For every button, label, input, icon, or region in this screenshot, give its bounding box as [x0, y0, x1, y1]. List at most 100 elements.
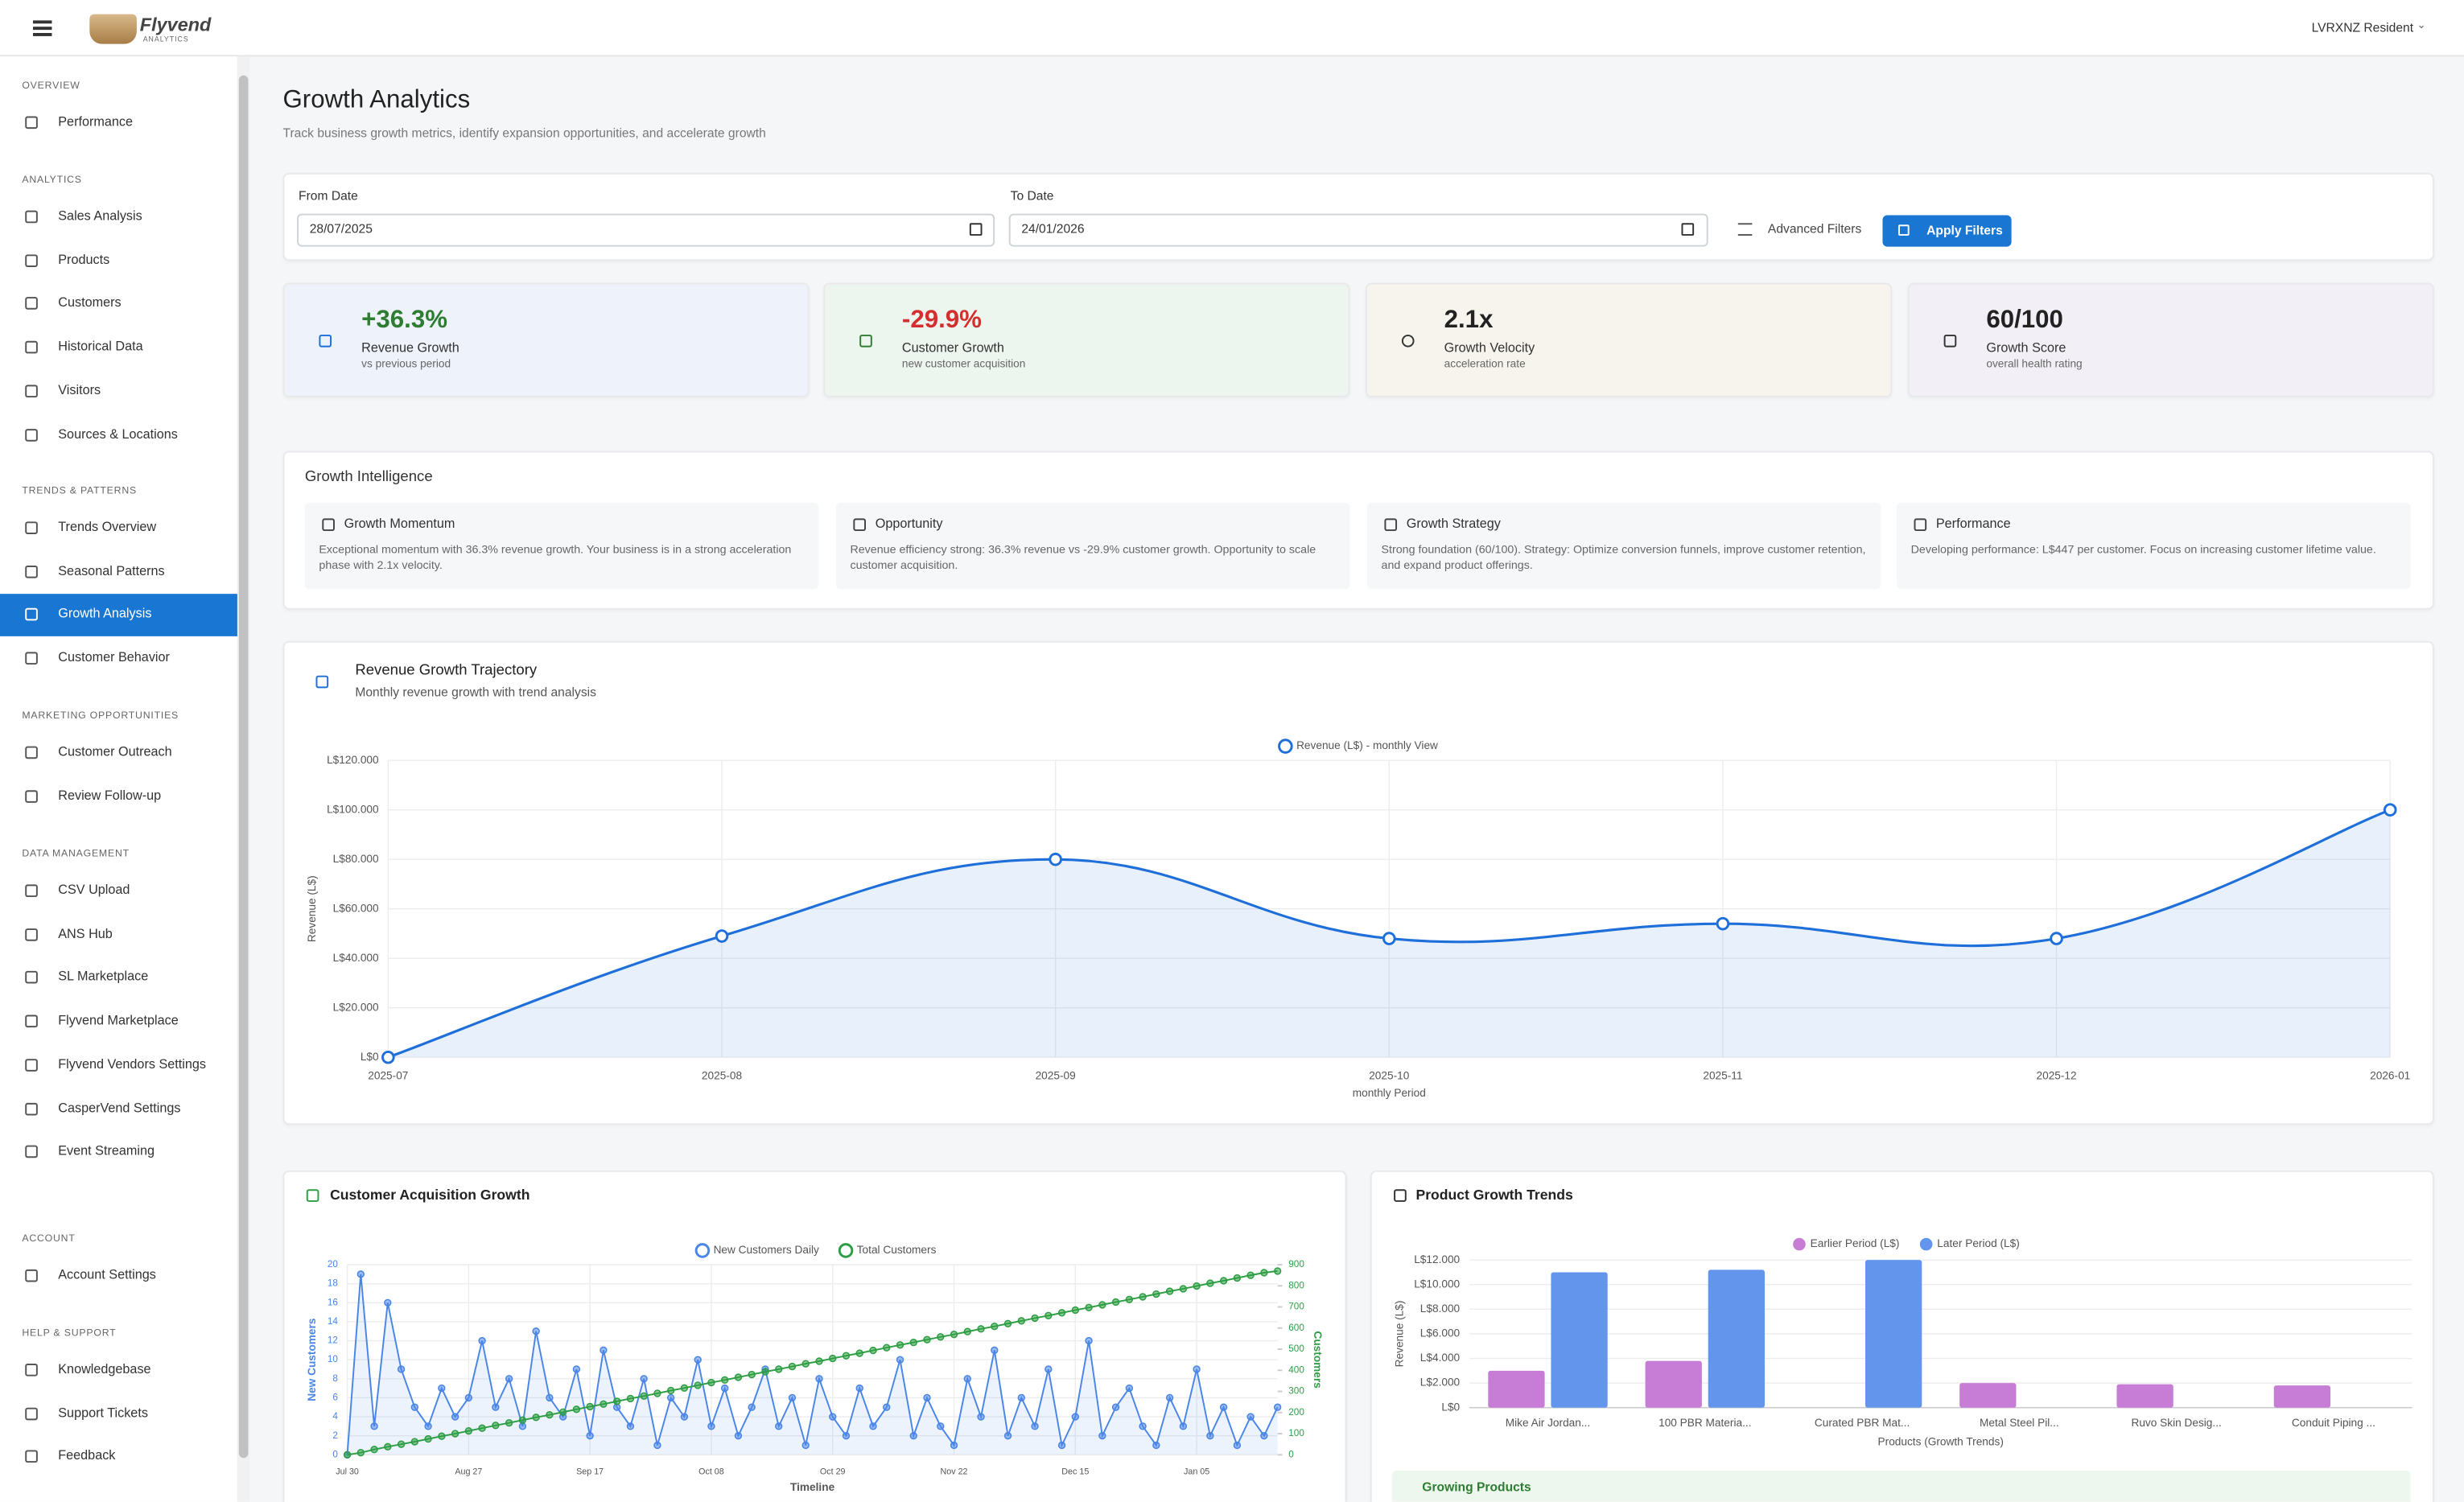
- icon: [25, 1015, 38, 1028]
- kpi-value: -29.9%: [902, 306, 982, 335]
- sidebar-item[interactable]: Sales Analysis: [58, 209, 142, 224]
- icon: [25, 428, 38, 441]
- kpi-sub: vs previous period: [361, 360, 451, 372]
- insight-title: Performance: [1936, 517, 2011, 533]
- sidebar-item[interactable]: ANS Hub: [58, 927, 113, 942]
- icon: [25, 521, 38, 534]
- sidebar-item[interactable]: Support Tickets: [58, 1405, 148, 1421]
- kpi-label: Revenue Growth: [361, 341, 459, 356]
- advanced-filters[interactable]: Advanced Filters: [1768, 222, 1861, 237]
- brand-sub: ANALYTICS: [143, 35, 189, 44]
- calendar-icon: [1682, 223, 1695, 236]
- icon: [316, 676, 329, 689]
- insight-text: Exceptional momentum with 36.3% revenue …: [319, 542, 809, 574]
- sidebar-section-title: OVERVIEW: [22, 80, 80, 93]
- top-bar: [0, 0, 2464, 56]
- sidebar-item[interactable]: SL Marketplace: [58, 970, 148, 986]
- icon: [25, 1102, 38, 1115]
- sidebar-item[interactable]: Seasonal Patterns: [58, 563, 164, 578]
- sidebar-item[interactable]: Visitors: [58, 383, 101, 398]
- growing-products-box: [1392, 1471, 2410, 1502]
- sidebar-item[interactable]: Customer Outreach: [58, 745, 171, 760]
- page-title: Growth Analytics: [283, 85, 471, 115]
- icon: [1402, 335, 1415, 348]
- kpi-sub: overall health rating: [1986, 360, 2082, 372]
- sidebar-item[interactable]: Flyvend Marketplace: [58, 1014, 179, 1029]
- sidebar-item[interactable]: Review Follow-up: [58, 788, 161, 804]
- icon: [25, 1364, 38, 1376]
- sidebar-section-title: MARKETING OPPORTUNITIES: [22, 710, 179, 722]
- icon: [1384, 518, 1397, 531]
- icon: [25, 1451, 38, 1463]
- sidebar-item[interactable]: Products: [58, 253, 109, 268]
- sidebar-item[interactable]: Growth Analysis: [58, 607, 151, 623]
- user-menu[interactable]: LVRXNZ Resident: [2312, 21, 2413, 36]
- icon: [25, 211, 38, 224]
- icon: [319, 335, 332, 348]
- product-card: [1370, 1171, 2434, 1502]
- from-label: From Date: [299, 189, 358, 204]
- insight-text: Strong foundation (60/100). Strategy: Op…: [1382, 542, 1872, 574]
- sidebar-item[interactable]: Feedback: [58, 1449, 115, 1464]
- from-input[interactable]: [297, 214, 995, 247]
- icon: [25, 341, 38, 354]
- icon: [859, 335, 872, 348]
- insight-title: Growth Strategy: [1407, 517, 1501, 533]
- sidebar-item[interactable]: Event Streaming: [58, 1144, 155, 1159]
- brand: Flyvend: [140, 14, 212, 36]
- sidebar-item[interactable]: Historical Data: [58, 339, 142, 355]
- sidebar-item[interactable]: Performance: [58, 115, 133, 130]
- scroll-thumb[interactable]: [239, 76, 249, 1458]
- icon: [25, 298, 38, 311]
- revenue-card: [283, 641, 2434, 1125]
- sidebar-section-title: TRENDS & PATTERNS: [22, 486, 137, 498]
- icon: [25, 254, 38, 267]
- kpi-sub: acceleration rate: [1444, 360, 1526, 372]
- sidebar-section-title: ANALYTICS: [22, 175, 81, 187]
- insight-text: Revenue efficiency strong: 36.3% revenue…: [850, 542, 1340, 574]
- filter-icon: [1738, 223, 1753, 236]
- page-subtitle: Track business growth metrics, identify …: [283, 126, 766, 142]
- sidebar-item[interactable]: Trends Overview: [58, 520, 156, 535]
- calendar-icon: [970, 223, 983, 236]
- chart-title: Revenue Growth Trajectory: [355, 662, 537, 680]
- growing-products-title: Growing Products: [1422, 1480, 1531, 1496]
- sidebar-section-title: DATA MANAGEMENT: [22, 849, 130, 861]
- kpi-sub: new customer acquisition: [902, 360, 1025, 372]
- sidebar: [0, 56, 237, 1502]
- sidebar-item[interactable]: CSV Upload: [58, 883, 130, 899]
- sidebar-item[interactable]: Customer Behavior: [58, 651, 170, 666]
- menu-button[interactable]: [33, 20, 52, 36]
- kpi-label: Customer Growth: [902, 341, 1004, 356]
- apply-label: Apply Filters: [1926, 224, 2003, 239]
- icon: [1944, 335, 1957, 348]
- icon: [25, 747, 38, 759]
- icon: [25, 565, 38, 578]
- sidebar-item[interactable]: Account Settings: [58, 1268, 156, 1283]
- chart-title: Product Growth Trends: [1415, 1187, 1572, 1204]
- insight-title: Opportunity: [876, 517, 943, 533]
- apply-icon: [1898, 224, 1910, 236]
- icon: [1914, 518, 1927, 531]
- icon: [25, 790, 38, 803]
- icon: [25, 928, 38, 940]
- kpi-value: 60/100: [1986, 306, 2063, 335]
- sidebar-item[interactable]: CasperVend Settings: [58, 1101, 180, 1116]
- icon: [25, 884, 38, 897]
- sidebar-item[interactable]: Knowledgebase: [58, 1362, 150, 1377]
- to-input[interactable]: [1009, 214, 1708, 247]
- icon: [25, 1146, 38, 1158]
- to-label: To Date: [1011, 189, 1054, 204]
- sidebar-item[interactable]: Flyvend Vendors Settings: [58, 1057, 206, 1072]
- icon: [25, 385, 38, 397]
- sidebar-section-title: ACCOUNT: [22, 1233, 75, 1245]
- kpi-value: 2.1x: [1444, 306, 1494, 335]
- insight-title: Growth Momentum: [344, 517, 455, 533]
- sidebar-item[interactable]: Customers: [58, 296, 121, 311]
- sidebar-item[interactable]: Sources & Locations: [58, 426, 178, 442]
- icon: [25, 117, 38, 130]
- icon: [25, 1407, 38, 1420]
- kpi-value: +36.3%: [361, 306, 447, 335]
